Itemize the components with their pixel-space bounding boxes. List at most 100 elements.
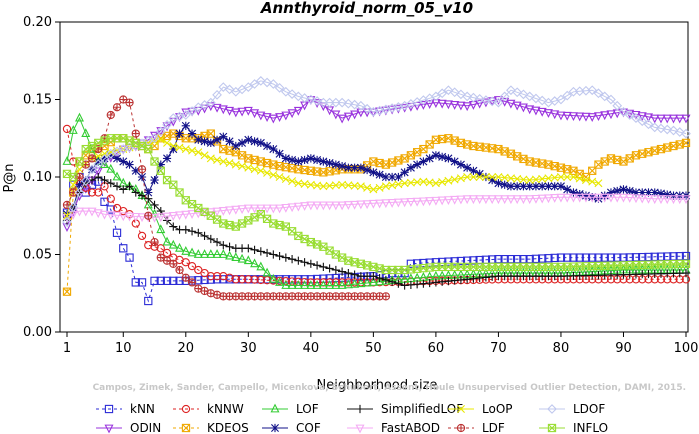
data-point [456,89,466,100]
data-point [150,157,159,166]
data-point [613,186,622,196]
data-point [556,173,565,181]
data-point [488,176,497,185]
data-point [338,180,347,189]
data-point [368,108,378,118]
data-point [437,88,448,99]
data-point [62,200,72,210]
data-point [62,156,72,165]
data-point [600,111,610,121]
data-point [513,182,522,191]
data-point [225,106,235,116]
data-point [225,250,235,260]
data-point [349,99,360,110]
data-point [330,97,341,108]
data-point [125,182,134,191]
data-point [62,124,72,134]
data-point [119,244,128,253]
data-point [94,157,103,166]
data-point [293,202,303,212]
data-point [193,249,203,258]
data-point [162,236,172,246]
data-point [312,280,322,289]
data-point [206,234,215,244]
data-point [488,173,497,181]
data-point [319,262,328,271]
data-point [262,141,272,151]
data-point [144,296,153,306]
data-point [287,203,297,213]
data-point [325,280,335,289]
data-point [249,79,260,89]
data-point [425,197,435,206]
data-point [643,194,653,204]
data-point [119,157,128,166]
data-point [87,188,97,197]
data-point [625,194,635,203]
data-point [268,79,279,89]
data-point [300,280,310,289]
x-tick-label: 20 [178,341,195,356]
data-point [406,198,416,207]
data-point [681,251,691,261]
data-point [237,253,247,263]
data-point [243,106,253,116]
data-point [450,195,460,205]
data-point [587,193,597,203]
data-point [375,170,384,179]
legend-item: FastABOD [347,421,440,434]
data-point [306,154,315,163]
data-point [104,404,114,414]
data-point [250,275,259,284]
data-point [62,217,72,227]
data-point [656,189,666,198]
data-point [75,112,85,122]
data-point [205,97,216,108]
data-point [131,188,140,197]
series-line [66,128,686,283]
series-simplifiedlof [62,172,691,290]
data-point [212,207,222,217]
data-point [231,160,240,169]
data-point [431,258,441,267]
data-point [112,228,122,237]
data-point [631,194,641,204]
data-point [106,179,115,188]
data-point [569,173,578,181]
data-point [394,279,403,288]
data-point [281,154,290,163]
data-point [162,154,172,163]
data-point [538,174,547,183]
y-tick-label: 0.05 [23,248,52,263]
data-point [325,264,334,273]
data-point [125,160,134,169]
legend-label: COF [296,421,321,434]
data-point [106,151,115,160]
data-point [494,173,503,181]
data-point [544,182,553,191]
data-point [656,114,666,124]
data-point [431,91,441,102]
data-point [268,273,278,283]
data-point [656,123,666,134]
data-point [243,255,253,265]
legend-label: FastABOD [381,421,440,434]
data-point [547,404,557,414]
data-point [156,224,166,234]
data-point [175,143,184,152]
data-point [425,278,434,288]
data-point [206,289,215,298]
data-point [368,199,378,209]
data-point [212,135,222,144]
data-point [450,175,459,184]
data-point [419,157,428,166]
data-point [331,181,340,190]
data-point [438,177,447,186]
data-point [181,145,190,154]
data-point [612,193,622,203]
x-axis: 1 10 20 30 40 50 60 70 80 90 100 [63,332,698,356]
data-point [181,258,190,267]
series-ldof [62,76,691,227]
data-point [381,199,391,209]
data-point [381,275,390,285]
